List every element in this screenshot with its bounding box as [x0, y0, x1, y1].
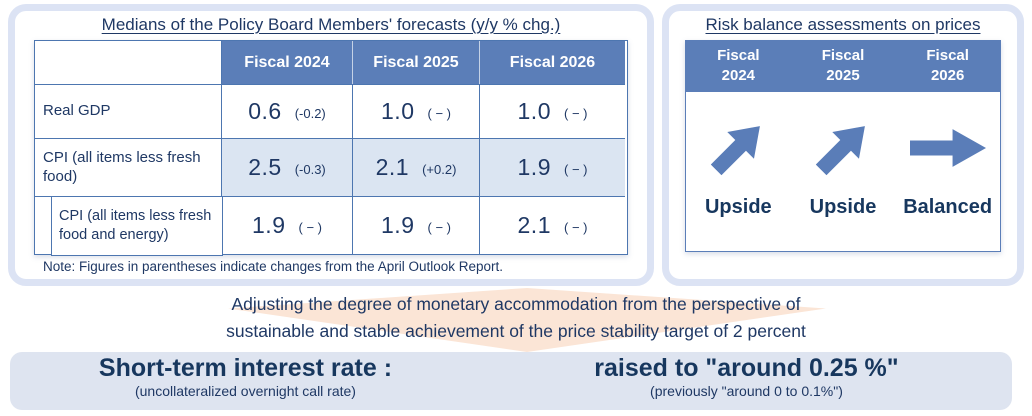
- risk-header-fiscal-2025: Fiscal 2025: [791, 46, 896, 85]
- change-value: ( − ): [427, 105, 451, 121]
- forecast-table: Fiscal 2024 Fiscal 2025 Fiscal 2026 Real…: [34, 40, 628, 256]
- value-real-gdp-fy2024: 0.6 (-0.2): [221, 84, 352, 138]
- statement-line-1: Adjusting the degree of monetary accommo…: [231, 294, 801, 314]
- table-corner-cell: [35, 41, 221, 84]
- change-value: (-0.2): [294, 105, 326, 121]
- arrow-zone: [909, 102, 986, 194]
- rate-label: Short-term interest rate :: [98, 354, 393, 382]
- change-value: ( − ): [427, 219, 451, 235]
- value-cpi-core-fy2025: 2.1 (+0.2): [352, 138, 479, 196]
- sub-item-box: CPI (all items less fresh food and energ…: [51, 195, 223, 256]
- header-line: Fiscal: [821, 47, 865, 64]
- risk-header-fiscal-2026: Fiscal 2026: [895, 46, 1000, 85]
- median-value: 1.9: [517, 154, 551, 180]
- arrow-up-right-icon: [701, 111, 776, 186]
- risk-header-fiscal-2024: Fiscal 2024: [686, 46, 791, 85]
- forecast-panel-title: Medians of the Policy Board Members' for…: [101, 15, 561, 34]
- value-cpi-core-core-fy2025: 1.9 ( − ): [352, 196, 479, 254]
- value-cpi-core-core-fy2026: 2.1 ( − ): [479, 196, 625, 254]
- value-cpi-core-fy2024: 2.5 (-0.3): [221, 138, 352, 196]
- header-line: 2025: [826, 66, 860, 84]
- risk-column-fy2025: Upside: [791, 102, 896, 219]
- change-value: ( − ): [564, 105, 588, 121]
- risk-panel: Risk balance assessments on prices Fisca…: [662, 4, 1024, 286]
- header-line: 2024: [721, 66, 756, 84]
- rate-value-block: raised to "around 0.25 %" (previously "a…: [481, 354, 1012, 410]
- row-label-cpi-core: CPI (all items less fresh food): [35, 138, 221, 196]
- rate-value: raised to "around 0.25 %": [594, 354, 899, 382]
- change-value: ( − ): [564, 219, 588, 235]
- risk-column-fy2024: Upside: [686, 102, 791, 219]
- change-value: ( − ): [564, 161, 588, 177]
- risk-panel-title: Risk balance assessments on prices: [705, 15, 981, 34]
- rate-value-sub: (previously "around 0 to 0.1%"): [650, 382, 843, 399]
- median-value: 1.0: [381, 98, 415, 124]
- col-header-fiscal-2025: Fiscal 2025: [352, 41, 479, 84]
- change-value: (+0.2): [422, 161, 457, 177]
- median-value: 1.9: [381, 212, 415, 238]
- col-header-fiscal-2026: Fiscal 2026: [479, 41, 625, 84]
- value-real-gdp-fy2025: 1.0 ( − ): [352, 84, 479, 138]
- median-value: 2.1: [517, 212, 551, 238]
- median-value: 0.6: [248, 98, 282, 124]
- statement-line-2: sustainable and stable achievement of th…: [226, 321, 806, 342]
- median-value: 1.9: [252, 212, 286, 238]
- table-note: Note: Figures in parentheses indicate ch…: [43, 259, 503, 274]
- row-label-cpi-core-core: CPI (all items less fresh food and energ…: [35, 195, 223, 256]
- rate-label-sub: (uncollateralized overnight call rate): [134, 382, 356, 399]
- risk-assessment-label: Upside: [809, 196, 877, 218]
- header-line: Fiscal: [926, 47, 969, 64]
- rate-bar: Short-term interest rate : (uncollateral…: [10, 352, 1012, 410]
- value-cpi-core-fy2026: 1.9 ( − ): [479, 138, 625, 196]
- arrow-up-right-icon: [806, 111, 881, 186]
- rate-label-block: Short-term interest rate : (uncollateral…: [10, 354, 481, 410]
- risk-table: Fiscal 2024 Fiscal 2025 Fiscal 2026: [685, 40, 1001, 252]
- change-value: ( − ): [298, 219, 322, 235]
- header-line: Fiscal: [717, 47, 760, 64]
- risk-table-body: Upside Upside: [686, 92, 1000, 219]
- arrow-zone: [812, 102, 874, 194]
- risk-table-header: Fiscal 2024 Fiscal 2025 Fiscal 2026: [686, 41, 1000, 92]
- risk-assessment-label: Balanced: [903, 196, 993, 218]
- col-header-fiscal-2024: Fiscal 2024: [221, 41, 352, 84]
- median-value: 1.0: [517, 98, 551, 124]
- forecast-panel: Medians of the Policy Board Members' for…: [8, 4, 654, 286]
- arrow-zone: [707, 102, 769, 194]
- arrow-right-icon: [909, 126, 986, 170]
- median-value: 2.1: [375, 154, 410, 180]
- value-cpi-core-core-fy2024: 1.9 ( − ): [221, 196, 352, 254]
- risk-assessment-label: Upside: [704, 196, 772, 218]
- row-label-real-gdp: Real GDP: [35, 84, 221, 138]
- median-value: 2.5: [248, 154, 282, 180]
- change-value: (-0.3): [294, 161, 326, 177]
- header-line: 2026: [930, 66, 965, 84]
- risk-column-fy2026: Balanced: [895, 102, 1000, 219]
- value-real-gdp-fy2026: 1.0 ( − ): [479, 84, 625, 138]
- middle-statement: Adjusting the degree of monetary accommo…: [16, 291, 1016, 345]
